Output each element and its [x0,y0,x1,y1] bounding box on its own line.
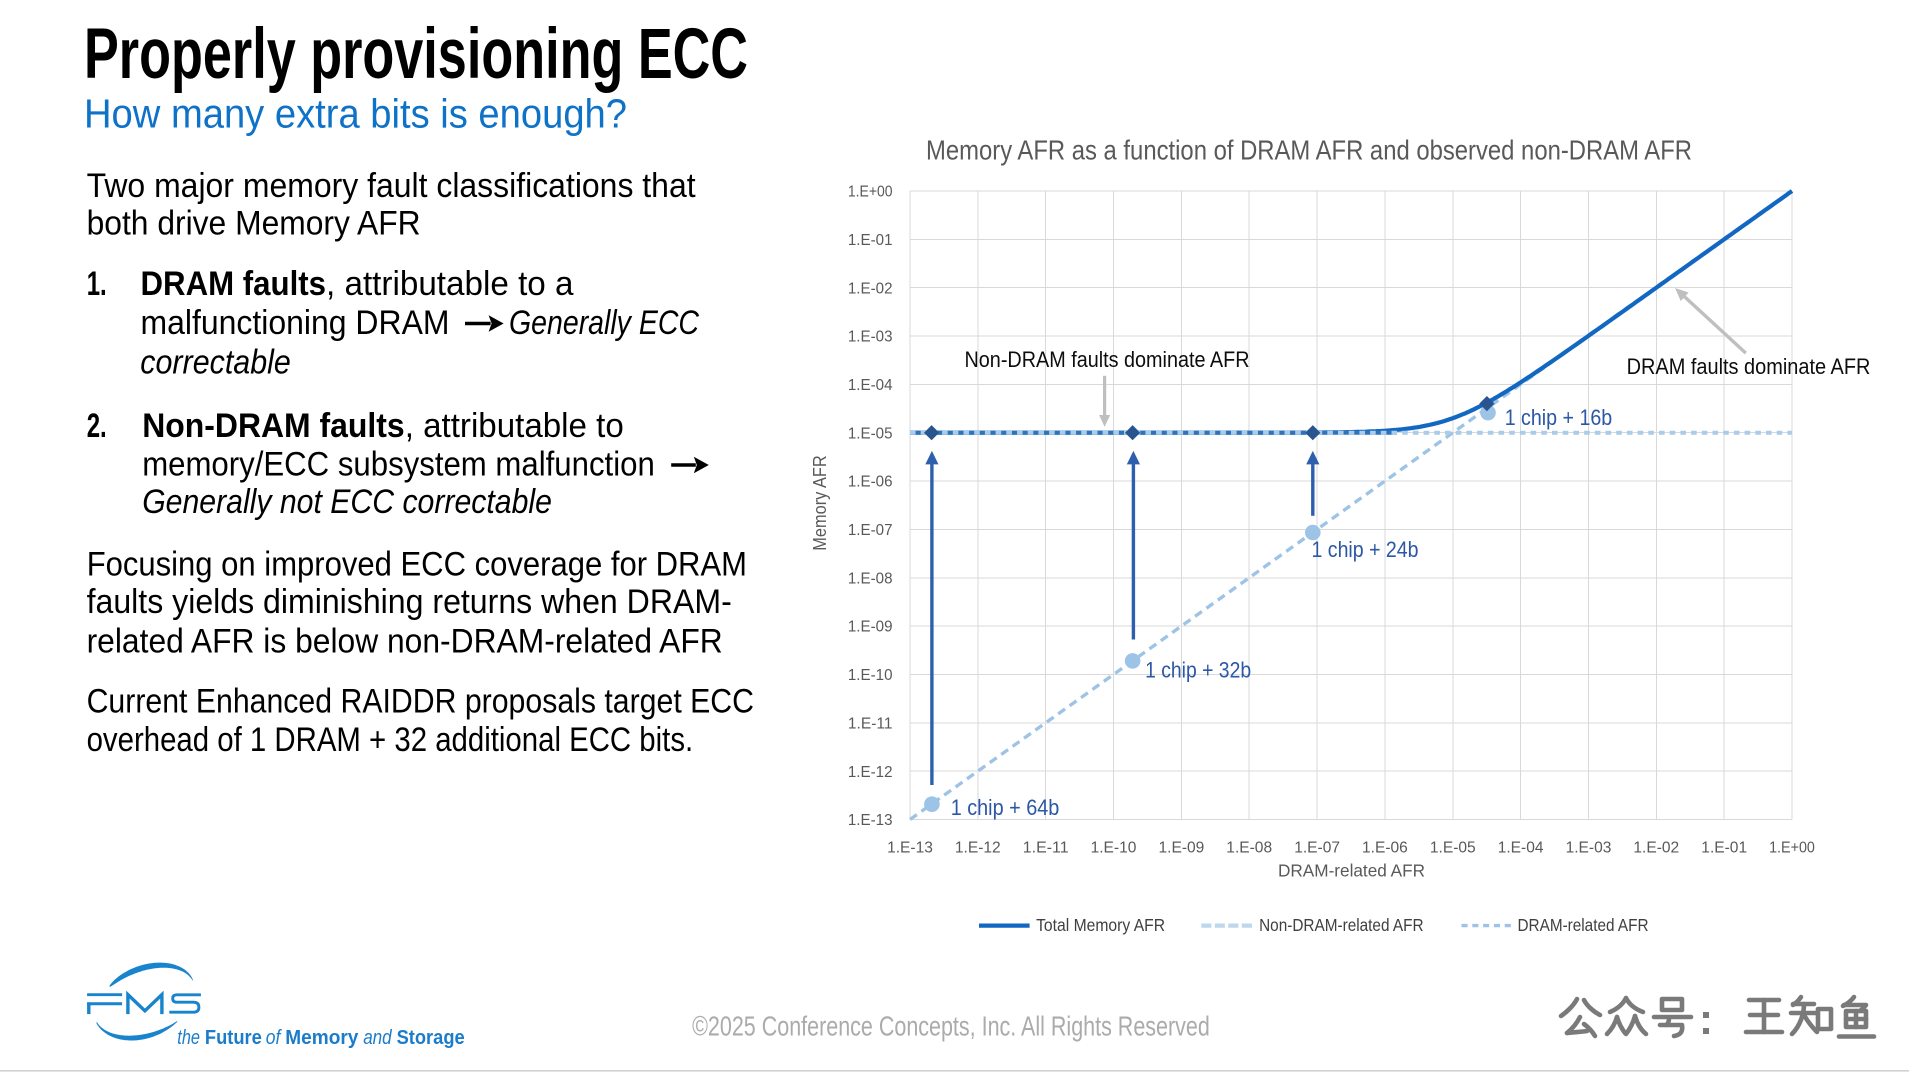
svg-text:memory/ECC subsystem malfuncti: memory/ECC subsystem malfunction [142,445,655,483]
svg-text:, attributable to a: , attributable to a [326,265,574,303]
svg-text:1.E-09: 1.E-09 [848,619,893,636]
svg-text:1.E-09: 1.E-09 [1159,840,1205,857]
svg-text:1.E-03: 1.E-03 [848,329,893,346]
svg-text:1.E-05: 1.E-05 [848,425,893,442]
svg-text:1.E-10: 1.E-10 [1091,840,1137,857]
svg-text:1.E-08: 1.E-08 [1226,840,1272,857]
svg-text:1.E-04: 1.E-04 [848,377,893,394]
svg-text:Generally ECC: Generally ECC [509,304,699,342]
svg-text:Non-DRAM faults: Non-DRAM faults [142,407,405,445]
svg-text:correctable: correctable [140,344,290,382]
svg-text:1.E-08: 1.E-08 [848,570,893,587]
svg-text:1.E-10: 1.E-10 [848,667,893,684]
svg-text:faults yields diminishing retu: faults yields diminishing returns when D… [87,583,732,621]
svg-text:1.E-05: 1.E-05 [1430,840,1476,857]
svg-text:Non-DRAM faults dominate AFR: Non-DRAM faults dominate AFR [965,347,1250,372]
svg-text:1 chip + 32b: 1 chip + 32b [1145,658,1251,683]
svg-text:of: of [266,1026,283,1049]
svg-text:malfunctioning DRAM: malfunctioning DRAM [141,304,450,342]
svg-text:1.E-01: 1.E-01 [1701,840,1747,857]
svg-text:both drive Memory AFR: both drive Memory AFR [87,205,421,243]
svg-text:Memory: Memory [285,1026,359,1049]
svg-text:1.E-13: 1.E-13 [887,840,933,857]
svg-text:1.E-02: 1.E-02 [848,280,893,297]
svg-text:DRAM faults dominate AFR: DRAM faults dominate AFR [1627,354,1871,379]
svg-text:DRAM-related AFR: DRAM-related AFR [1518,915,1649,935]
svg-text:How many extra bits is enough?: How many extra bits is enough? [84,91,627,137]
svg-text:Properly provisioning ECC: Properly provisioning ECC [84,15,748,94]
svg-text:1.E-03: 1.E-03 [1566,840,1612,857]
svg-text:related AFR is below non-DRAM-: related AFR is below non-DRAM-related AF… [87,622,723,660]
svg-text:1.: 1. [87,265,107,303]
svg-text:1 chip + 16b: 1 chip + 16b [1505,405,1613,430]
svg-text:1.E-07: 1.E-07 [848,522,893,539]
svg-text:1.E-01: 1.E-01 [848,232,893,249]
svg-text:1 chip + 24b: 1 chip + 24b [1312,537,1419,562]
svg-text:Storage: Storage [397,1026,465,1049]
svg-text:Future: Future [205,1026,262,1049]
svg-text:1.E-02: 1.E-02 [1633,840,1679,857]
svg-text:1.E-12: 1.E-12 [955,840,1001,857]
svg-text:Focusing on improved ECC cover: Focusing on improved ECC coverage for DR… [87,546,747,584]
svg-text:1.E-13: 1.E-13 [848,812,893,829]
svg-text:DRAM-related AFR: DRAM-related AFR [1278,861,1425,881]
svg-text:1.E-11: 1.E-11 [1023,840,1069,857]
svg-text:Memory AFR as a function of DR: Memory AFR as a function of DRAM AFR and… [926,134,1692,165]
svg-text:1.E-11: 1.E-11 [848,715,893,732]
svg-text:1.E-06: 1.E-06 [1362,840,1408,857]
svg-text:overhead of 1 DRAM + 32 additi: overhead of 1 DRAM + 32 additional ECC b… [87,721,694,759]
svg-text:Non-DRAM-related AFR: Non-DRAM-related AFR [1259,915,1424,935]
svg-text:1.E-04: 1.E-04 [1498,840,1544,857]
svg-text:Memory AFR: Memory AFR [810,455,830,550]
svg-text:1.E+00: 1.E+00 [848,184,893,201]
svg-text:, attributable to: , attributable to [405,407,624,445]
svg-text:1 chip + 64b: 1 chip + 64b [951,795,1060,820]
svg-text:and: and [363,1026,392,1049]
svg-text:1.E+00: 1.E+00 [1769,840,1815,857]
svg-text:1.E-07: 1.E-07 [1294,840,1340,857]
svg-text:©2025 Conference Concepts, Inc: ©2025 Conference Concepts, Inc. All Righ… [692,1011,1210,1042]
svg-text:Two major memory fault classif: Two major memory fault classifications t… [87,167,697,205]
svg-text:2.: 2. [87,407,107,445]
svg-text:Generally not ECC correctable: Generally not ECC correctable [142,483,552,521]
svg-text:Current Enhanced RAIDDR propos: Current Enhanced RAIDDR proposals target… [87,683,754,721]
svg-text:DRAM faults: DRAM faults [141,265,327,303]
svg-text:Total Memory AFR: Total Memory AFR [1036,915,1165,935]
svg-text:the: the [177,1026,200,1049]
svg-text:1.E-06: 1.E-06 [848,474,893,491]
svg-text:1.E-12: 1.E-12 [848,764,893,781]
